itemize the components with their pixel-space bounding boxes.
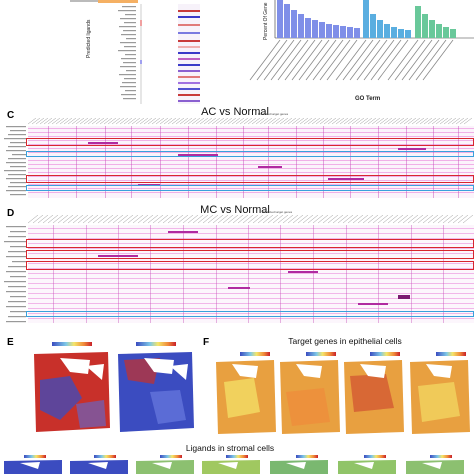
panel-g-spatial-maps xyxy=(0,455,474,474)
panel-e-spatial-maps xyxy=(30,340,198,435)
panel-d-heatmap xyxy=(26,215,474,325)
panel-letter-f: F xyxy=(203,337,210,348)
top-right-panel: Percent Of Gene GO Term xyxy=(245,0,474,110)
panel-d-highlight-blue-1 xyxy=(26,311,474,317)
panel-d-row-labels xyxy=(4,226,26,323)
panel-d-highlight-red-1 xyxy=(26,239,474,248)
panel-g-caption: Ligands in stromal cells xyxy=(185,443,275,453)
panel-d-highlight-red-2 xyxy=(26,250,474,259)
panel-f-spatial-maps xyxy=(214,352,472,436)
f-map-1 xyxy=(216,352,276,434)
panel-d-title: MC vs Normal xyxy=(200,204,270,216)
panel-letter-c: C xyxy=(7,110,15,121)
panel-c-subtitle: Predicted target genes xyxy=(258,112,289,116)
go-term-label: GO Term xyxy=(355,96,381,102)
panel-c-heatmap xyxy=(26,118,474,200)
percent-of-gene-label: Percent Of Gene xyxy=(263,2,269,40)
panel-letter-e: E xyxy=(7,337,14,348)
go-term-bar-chart-fragment xyxy=(249,0,474,81)
panel-c-row-labels xyxy=(4,126,26,196)
f-map-3 xyxy=(344,352,404,434)
panel-letter-d: D xyxy=(7,208,15,219)
f-map-4 xyxy=(410,352,470,434)
panel-c-highlight-blue-2 xyxy=(26,185,474,191)
panel-f-caption: Target genes in epithelial cells xyxy=(288,336,402,346)
panel-c-highlight-blue-1 xyxy=(26,151,474,157)
panel-c-highlight-red-1 xyxy=(26,138,474,146)
panel-d-highlight-red-3 xyxy=(26,261,474,270)
panel-c-highlight-red-2 xyxy=(26,175,474,183)
f-map-2 xyxy=(280,352,340,434)
e2-colorbar xyxy=(136,342,176,346)
ligand-heatmap-fragment xyxy=(70,0,200,104)
e1-colorbar xyxy=(52,342,92,346)
top-left-panel: Predicted ligands xyxy=(0,0,240,110)
predicted-ligands-label: Predicted ligands xyxy=(86,19,92,58)
panel-c-title: AC vs Normal xyxy=(201,106,269,118)
panel-d-subtitle: Predicted target genes xyxy=(262,210,293,214)
